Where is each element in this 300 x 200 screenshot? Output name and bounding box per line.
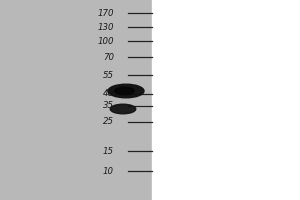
Text: 170: 170 bbox=[98, 8, 114, 18]
Text: 35: 35 bbox=[103, 102, 114, 110]
Text: 15: 15 bbox=[103, 146, 114, 156]
Ellipse shape bbox=[108, 84, 144, 98]
Text: 55: 55 bbox=[103, 71, 114, 79]
Text: 25: 25 bbox=[103, 117, 114, 127]
Bar bbox=[152, 0, 300, 200]
Text: 100: 100 bbox=[98, 36, 114, 46]
Text: 130: 130 bbox=[98, 22, 114, 31]
Text: 40: 40 bbox=[103, 90, 114, 98]
Ellipse shape bbox=[110, 104, 136, 114]
Text: 70: 70 bbox=[103, 52, 114, 62]
Ellipse shape bbox=[115, 87, 134, 95]
Text: 10: 10 bbox=[103, 166, 114, 176]
Bar bbox=[0, 0, 152, 200]
